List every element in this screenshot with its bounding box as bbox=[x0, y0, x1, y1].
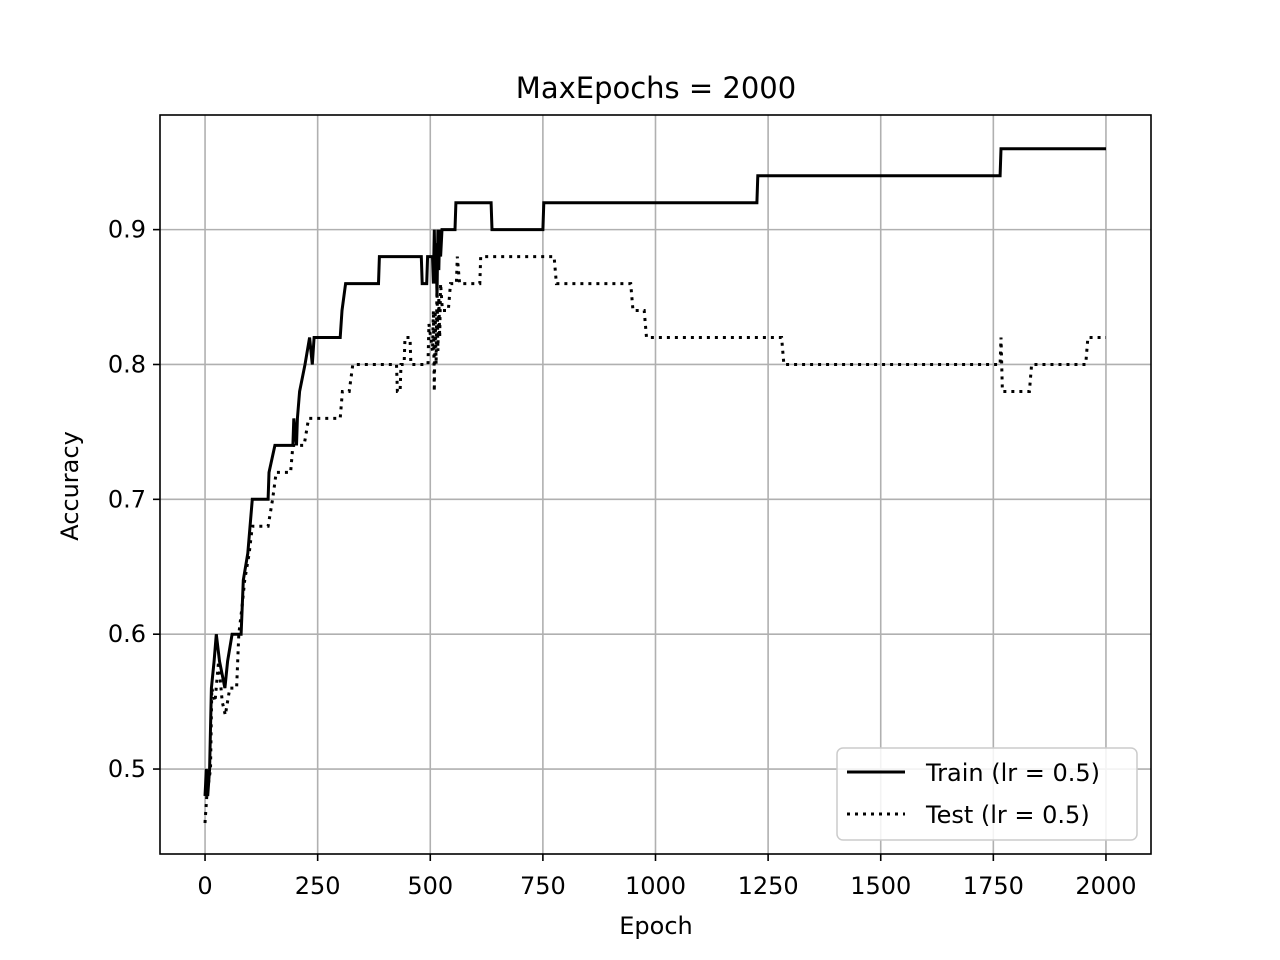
x-axis-ticks: 0 250 500 750 1000 1250 1500 1750 2000 bbox=[197, 854, 1136, 900]
y-tick-label: 0.9 bbox=[108, 216, 146, 244]
x-tick-label: 500 bbox=[407, 872, 453, 900]
y-axis-ticks: 0.5 0.6 0.7 0.8 0.9 bbox=[108, 216, 160, 783]
x-tick-label: 1750 bbox=[963, 872, 1024, 900]
x-tick-label: 750 bbox=[520, 872, 566, 900]
x-tick-label: 2000 bbox=[1075, 872, 1136, 900]
x-tick-label: 1250 bbox=[738, 872, 799, 900]
y-axis-label: Accuracy bbox=[56, 431, 84, 541]
series-line-train bbox=[203, 147, 1106, 797]
y-tick-label: 0.8 bbox=[108, 350, 146, 378]
y-tick-label: 0.6 bbox=[108, 620, 146, 648]
y-tick-label: 0.5 bbox=[108, 755, 146, 783]
legend: Train (lr = 0.5) Test (lr = 0.5) bbox=[836, 747, 1138, 841]
chart-title: MaxEpochs = 2000 bbox=[516, 71, 796, 105]
x-tick-label: 250 bbox=[295, 872, 341, 900]
series-layer bbox=[203, 147, 1106, 824]
legend-label-train: Train (lr = 0.5) bbox=[925, 759, 1100, 787]
x-tick-label: 1000 bbox=[625, 872, 686, 900]
x-tick-label: 1500 bbox=[850, 872, 911, 900]
x-tick-label: 0 bbox=[197, 872, 212, 900]
legend-box bbox=[836, 747, 1138, 841]
y-tick-label: 0.7 bbox=[108, 485, 146, 513]
series-line-test bbox=[203, 255, 1106, 824]
x-axis-label: Epoch bbox=[619, 912, 693, 940]
legend-label-test: Test (lr = 0.5) bbox=[925, 801, 1090, 829]
